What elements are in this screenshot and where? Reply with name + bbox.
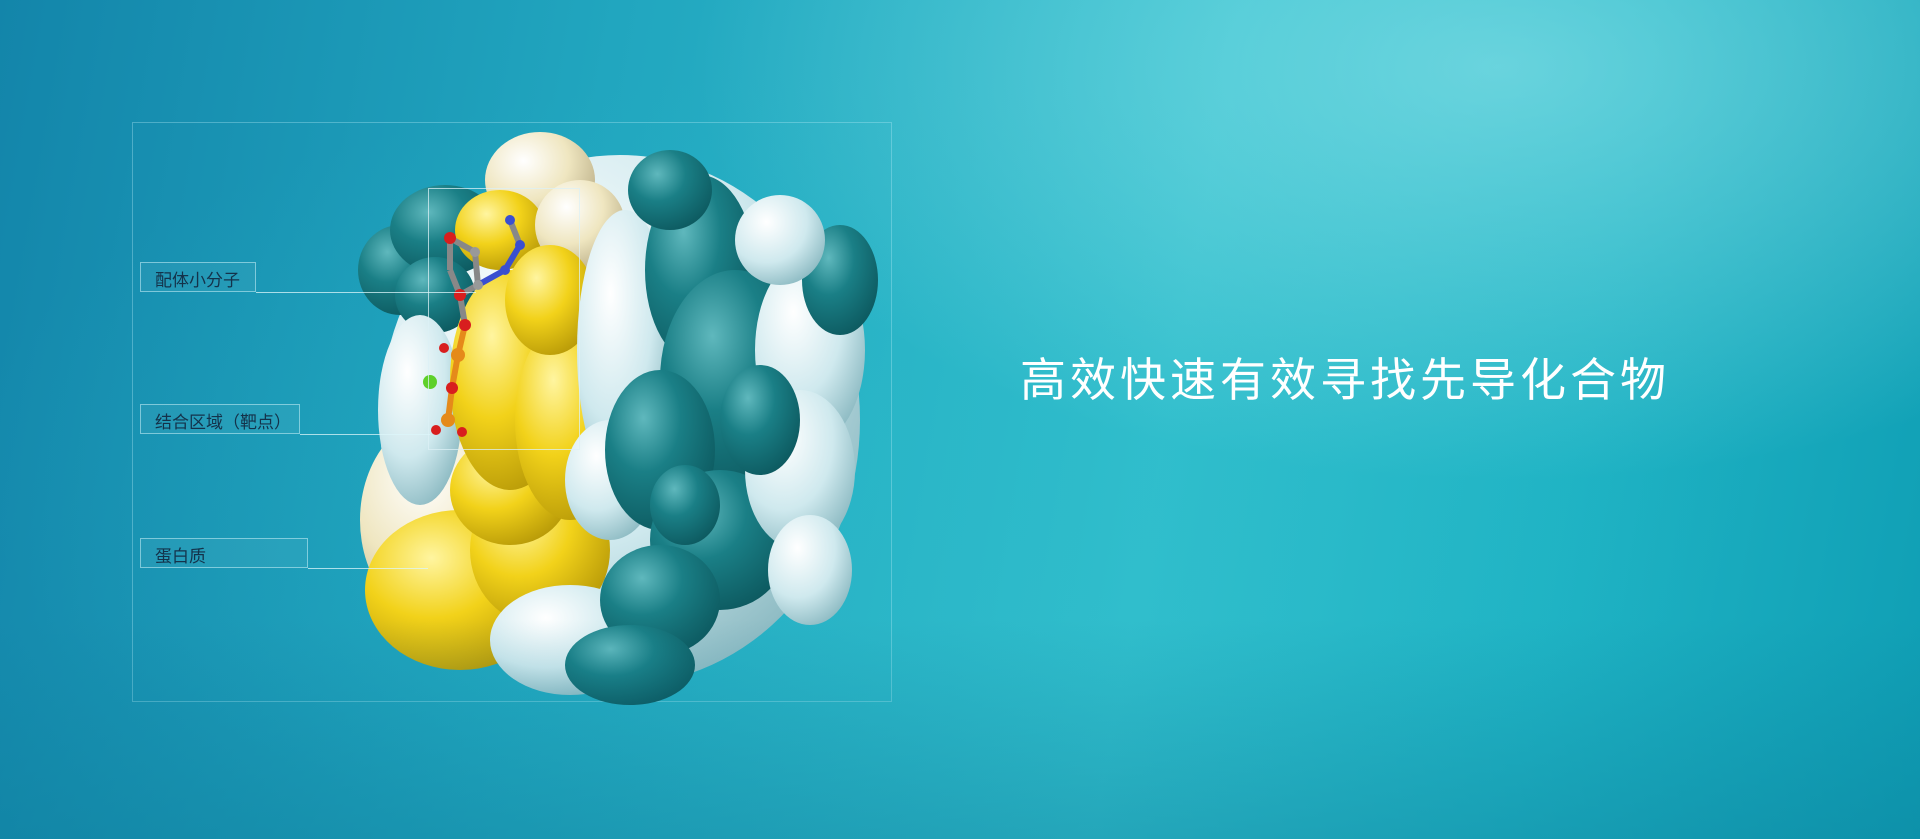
headline-text: 高效快速有效寻找先导化合物 (1020, 353, 1670, 407)
protein-leader-line (308, 568, 428, 569)
ligand-leader-line (256, 292, 476, 293)
binding-site-box (428, 188, 580, 450)
protein-callout: 蛋白质 (140, 538, 308, 568)
binding-site-leader-line (300, 434, 430, 435)
ligand-label: 配体小分子 (155, 271, 240, 291)
ligand-callout: 配体小分子 (140, 262, 256, 292)
protein-label: 蛋白质 (155, 547, 206, 567)
protein-surface-illustration (358, 132, 878, 705)
binding-site-label: 结合区域（靶点） (155, 413, 291, 433)
binding-site-callout: 结合区域（靶点） (140, 404, 300, 434)
figure-frame (132, 122, 892, 702)
ligand-molecule (423, 215, 525, 437)
